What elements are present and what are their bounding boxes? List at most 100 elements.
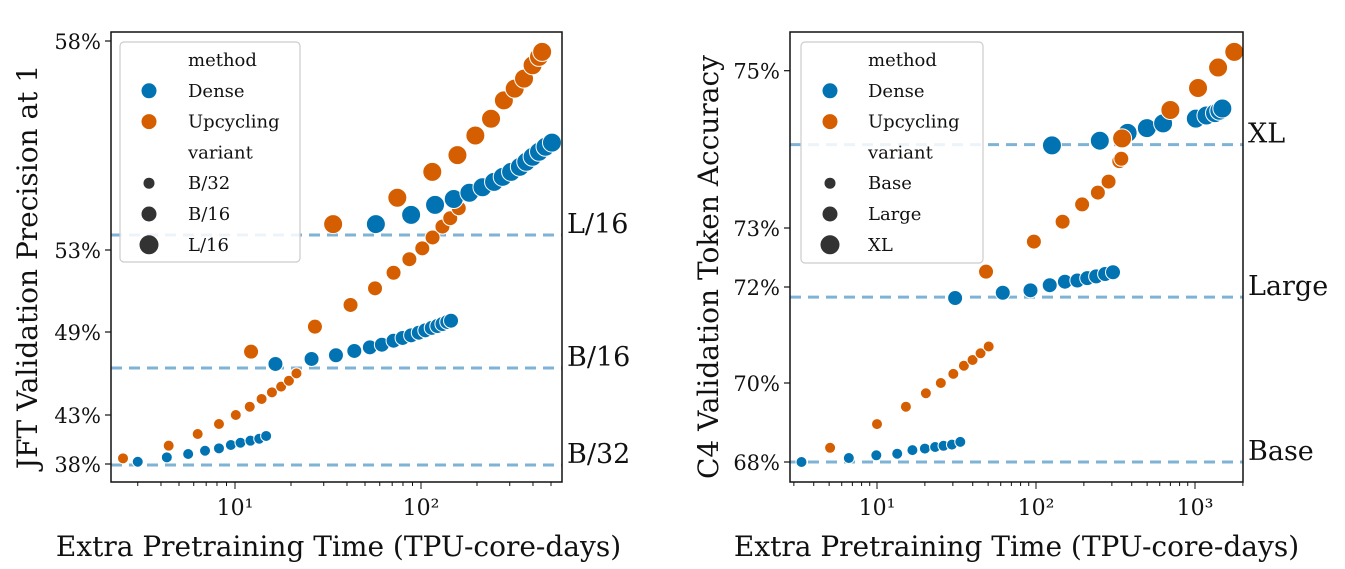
legend-label-variant: B/32 — [188, 173, 230, 194]
data-point-upcycling — [1224, 41, 1245, 62]
y-tick-label: 49% — [54, 321, 101, 345]
data-point-upcycling — [265, 386, 278, 399]
data-point-dense — [303, 350, 320, 367]
legend-title-method: method — [188, 50, 257, 71]
reference-line-label: B/32 — [567, 439, 630, 470]
data-point-upcycling — [1025, 233, 1042, 250]
data-point-upcycling — [282, 374, 295, 387]
legend-marker-size — [139, 235, 159, 255]
chart-panel-1: L/16 B/16 B/32 38% 43% 49% 53% 58% 10¹ 10² Extra P… — [11, 30, 630, 563]
data-point-upcycling — [162, 439, 175, 452]
data-point-upcycling — [978, 263, 995, 280]
legend-marker-upcycling — [822, 114, 838, 130]
legend-label-variant: Base — [868, 173, 912, 194]
data-point-upcycling — [1112, 128, 1133, 149]
data-point-dense — [1105, 264, 1122, 281]
data-point-upcycling — [824, 441, 837, 454]
data-point-dense — [425, 194, 446, 215]
legend-marker-size — [141, 206, 157, 222]
data-point-dense — [234, 436, 247, 449]
chart-panel-2: XL Large Base 68% 70% 72% 73% 75% 10¹ 10² 10³ Extra… — [692, 31, 1328, 563]
data-point-upcycling — [243, 400, 256, 413]
data-point-dense — [131, 455, 144, 468]
data-point-upcycling — [899, 400, 912, 413]
data-point-upcycling — [1074, 196, 1091, 213]
data-point-dense — [906, 444, 919, 457]
legend-label-method: Upcycling — [188, 112, 280, 133]
data-point-dense — [1022, 282, 1039, 299]
reference-line-label: B/16 — [567, 342, 630, 373]
data-point-upcycling — [306, 318, 323, 335]
data-point-upcycling — [871, 418, 883, 431]
data-point-upcycling — [414, 240, 431, 257]
x-tick-label: 10³ — [1177, 496, 1214, 521]
data-point-upcycling — [229, 409, 242, 421]
data-point-upcycling — [1113, 150, 1130, 167]
y-tick-label: 70% — [733, 372, 780, 396]
y-axis-label: C4 Validation Token Accuracy — [692, 55, 725, 479]
y-tick-label: 58% — [54, 30, 101, 54]
data-point-dense — [1212, 98, 1233, 119]
data-point-upcycling — [385, 264, 402, 281]
plot-frame — [110, 31, 563, 483]
data-point-upcycling — [191, 428, 204, 441]
data-point-upcycling — [212, 418, 225, 431]
data-point-upcycling — [367, 280, 384, 297]
data-point-upcycling — [947, 367, 960, 380]
data-point-upcycling — [342, 296, 359, 313]
reference-line-label: Large — [1248, 271, 1328, 302]
data-point-dense — [443, 312, 460, 329]
data-point-upcycling — [447, 145, 468, 166]
data-point-dense — [212, 442, 225, 455]
legend-label-variant: XL — [868, 235, 893, 256]
data-point-dense — [260, 429, 273, 442]
legend-label-variant: B/16 — [188, 204, 230, 225]
legend: method Dense Upcycling variant B/32 B/16 L/16 — [119, 41, 301, 263]
y-axis-label: JFT Validation Precision at 1 — [11, 65, 44, 472]
data-point-upcycling — [532, 41, 553, 62]
data-point-dense — [327, 347, 344, 364]
data-point-dense — [954, 435, 967, 448]
data-point-dense — [994, 284, 1011, 301]
data-point-upcycling — [387, 187, 408, 208]
data-point-upcycling — [422, 161, 443, 182]
legend-label-variant: Large — [868, 204, 921, 225]
data-point-upcycling — [481, 108, 502, 129]
data-point-upcycling — [1100, 173, 1117, 190]
reference-line-label: Base — [1248, 436, 1314, 467]
y-tick-label: 72% — [733, 276, 780, 300]
data-point-upcycling — [1188, 78, 1209, 99]
legend-marker-upcycling — [141, 114, 157, 130]
legend-label-method: Dense — [868, 81, 925, 102]
legend-label-variant: L/16 — [188, 235, 229, 256]
y-tick-label: 68% — [733, 451, 780, 475]
data-point-dense — [401, 204, 422, 225]
data-point-upcycling — [401, 251, 418, 268]
legend-marker-dense — [141, 83, 157, 99]
data-point-upcycling — [982, 340, 995, 353]
data-point-dense — [842, 452, 855, 465]
x-tick-label: 10² — [1018, 496, 1055, 521]
data-point-upcycling — [957, 359, 970, 372]
data-point-upcycling — [1160, 100, 1181, 121]
reference-line-label: XL — [1248, 119, 1285, 150]
legend-title-method: method — [868, 50, 937, 71]
data-point-dense — [182, 448, 195, 461]
legend-marker-size — [143, 177, 155, 189]
data-point-dense — [891, 447, 904, 460]
data-point-dense — [365, 214, 386, 235]
data-point-dense — [918, 442, 931, 455]
legend-box — [800, 41, 984, 264]
data-point-dense — [870, 449, 883, 462]
x-axis-label: Extra Pretraining Time (TPU-core-days) — [56, 530, 621, 563]
data-point-upcycling — [465, 125, 486, 146]
data-point-dense — [795, 456, 808, 468]
x-axis-label: Extra Pretraining Time (TPU-core-days) — [734, 530, 1299, 563]
data-point-dense — [541, 132, 562, 153]
reference-line-label: L/16 — [567, 209, 628, 240]
legend: method Dense Upcycling variant Base Large XL — [800, 41, 984, 264]
data-point-upcycling — [974, 347, 987, 360]
y-tick-label: 53% — [54, 239, 101, 263]
legend-marker-dense — [822, 83, 838, 99]
data-point-upcycling — [919, 387, 932, 400]
